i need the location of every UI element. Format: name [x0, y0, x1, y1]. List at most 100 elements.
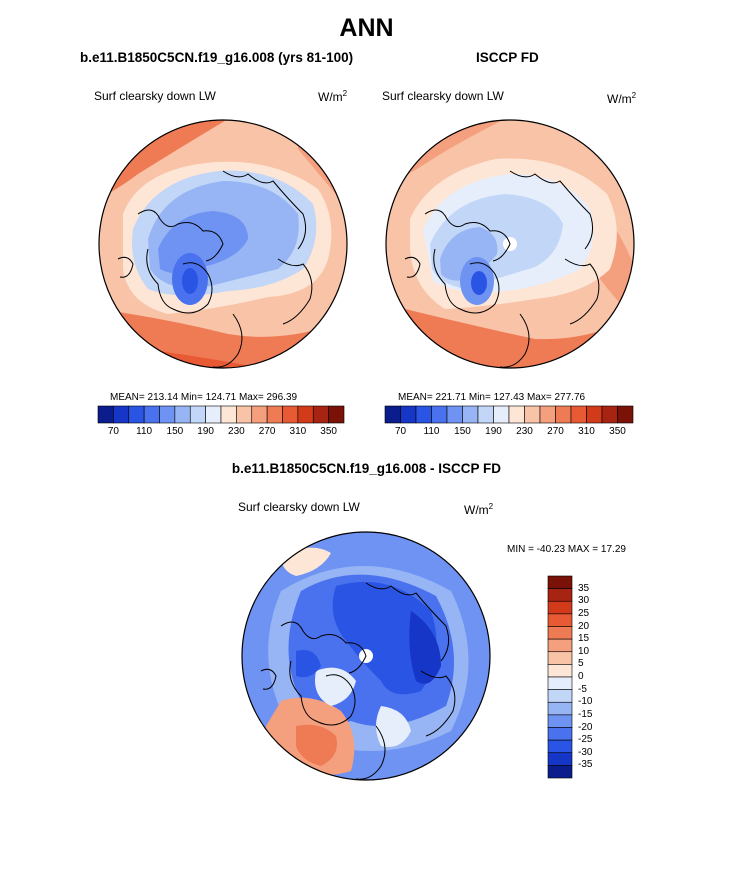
panel2-stats: MEAN= 221.71 Min= 127.43 Max= 277.76 [398, 392, 586, 403]
map3-field-negative-sw [296, 650, 321, 678]
panel3-colorbar-tick-label: 25 [578, 607, 590, 619]
panel2-colorbar-swatch [539, 405, 556, 424]
panel3-colorbar-swatch [547, 701, 573, 716]
panel1-colorbar-swatch [128, 405, 145, 424]
panel2-colorbar-swatch [384, 405, 401, 424]
panel3-colorbar-swatch [547, 638, 573, 653]
panel2-colorbar-tick-label: 350 [609, 426, 626, 437]
panel3-variable-label: Surf clearsky down LW [238, 500, 360, 514]
panel1-colorbar-swatch [220, 405, 237, 424]
panel2-colorbar-tick-label: 310 [578, 426, 595, 437]
panel3-units: W/m2 [464, 502, 494, 517]
panel2-colorbar-swatch [601, 405, 618, 424]
map3-field-warm-sw-core [296, 724, 337, 766]
panel3-colorbar-swatch [547, 727, 573, 741]
panel2-colorbar-tick-label: 70 [394, 426, 407, 437]
panel3-colorbar-swatch [547, 626, 573, 640]
panel1-colorbar-tick-label: 150 [166, 426, 184, 437]
panel1-units: W/m2 [318, 89, 348, 104]
panel3-colorbar-tick-label: -30 [578, 746, 593, 758]
panel3-colorbar-swatch [547, 575, 573, 589]
panel1-colorbar-tick-label: 110 [136, 426, 153, 437]
panel2-colorbar-swatch [508, 405, 525, 424]
map3-field-strong-negative [332, 581, 437, 695]
panel1-colorbar-swatch [251, 405, 268, 424]
panel2-colorbar: 70 110 150 190 230 270 310 350 [384, 405, 634, 437]
map2-coastlines [404, 170, 600, 368]
panel3-colorbar-tick-label: 10 [578, 645, 590, 657]
map1-coastlines [117, 170, 313, 368]
panel2-case-title: ISCCP FD [476, 50, 539, 65]
panel3-colorbar-tick-label: -20 [578, 721, 593, 733]
panel1-colorbar-swatch [113, 405, 130, 424]
panel1-colorbar-tick-label: 350 [320, 426, 337, 437]
panel3-colorbar-tick-label: 0 [578, 671, 584, 682]
panel1-colorbar-tick-label: 70 [107, 426, 119, 437]
panel2-colorbar-swatch [524, 405, 541, 424]
panel3-colorbar-swatch [547, 676, 573, 690]
panel1-variable-label: Surf clearsky down LW [94, 89, 216, 103]
panel1-stats: MEAN= 213.14 Min= 124.71 Max= 296.39 [110, 392, 298, 403]
panel1-colorbar-tick-label: 190 [197, 426, 214, 437]
panel3-colorbar-swatch [547, 664, 573, 678]
panel1-colorbar-swatches [97, 405, 345, 424]
panel1-case-title: b.e11.B1850C5CN.f19_g16.008 (yrs 81-100) [80, 50, 354, 65]
panel1-colorbar-swatch [189, 405, 206, 424]
map2-field-coldest-core [471, 271, 487, 295]
panel2-colorbar-swatch [446, 405, 463, 424]
panel1-colorbar-swatch [97, 405, 114, 424]
panel2-colorbar-swatch [415, 405, 432, 424]
panel3-colorbar-swatch [547, 600, 573, 615]
panel1-colorbar-swatch [159, 405, 176, 424]
panel3-colorbar-swatch [547, 739, 573, 754]
page-title: ANN [339, 14, 394, 42]
panel3-colorbar: -35 -30 -25 -20 -15 -10 -5 0 5 10 15 20 25 30 35 [547, 575, 608, 779]
panel3-colorbar-tick-label: -10 [578, 696, 593, 708]
panel1-colorbar: 70 110 150 190 230 270 310 350 [97, 405, 345, 437]
panel1-colorbar-tick-label: 230 [228, 426, 245, 437]
panel3-case-title: b.e11.B1850C5CN.f19_g16.008 - ISCCP FD [231, 461, 502, 476]
panel2-units: W/m2 [607, 91, 637, 106]
panel3-colorbar-swatch [547, 689, 573, 703]
map3-coastlines [260, 582, 456, 780]
panel3-colorbar-tick-label: 30 [578, 595, 590, 607]
panel2-colorbar-swatch [555, 405, 572, 424]
panel3-colorbar-swatch [547, 752, 573, 766]
panel1-colorbar-swatch [297, 405, 314, 424]
panel2-colorbar-swatch [570, 405, 587, 424]
panel1-colorbar-swatch [266, 405, 283, 424]
panel2-variable-label: Surf clearsky down LW [382, 89, 504, 103]
panel3-colorbar-swatch [547, 765, 573, 779]
panel1-colorbar-swatch [282, 405, 299, 424]
panel3-colorbar-swatch [547, 613, 573, 627]
panel1-polar-map [98, 119, 348, 369]
panel3-colorbar-swatch [547, 651, 573, 665]
panel2-polar-map [385, 119, 635, 369]
panel3-colorbar-tick-label: 5 [578, 658, 584, 670]
panel2-colorbar-swatch [586, 405, 603, 424]
panel1-colorbar-swatch [143, 405, 160, 424]
panel3-colorbar-swatches [547, 575, 573, 779]
panel2-colorbar-tick-label: 230 [516, 426, 533, 437]
panel3-colorbar-tick-label: -25 [578, 734, 593, 746]
panel2-colorbar-swatch [617, 405, 634, 424]
map3-field-positive-patch [315, 667, 356, 706]
panel3-colorbar-tick-label: 35 [578, 582, 590, 594]
panel1-colorbar-tick-label: 310 [289, 426, 307, 437]
panel2-colorbar-swatch [400, 405, 417, 424]
panel3-colorbar-tick-label: 20 [578, 620, 590, 632]
map3-field-very-negative [409, 611, 441, 684]
panel1-colorbar-swatch [312, 405, 329, 424]
panel2-colorbar-swatches [384, 405, 634, 424]
panel3-colorbar-tick-label: -15 [578, 708, 593, 720]
panel2-colorbar-tick-label: 110 [423, 426, 440, 437]
panel2-colorbar-swatch [431, 405, 448, 424]
panel1-colorbar-swatch [174, 405, 191, 424]
panel2-colorbar-tick-label: 270 [547, 426, 564, 437]
panel2-colorbar-tick-label: 150 [454, 426, 471, 437]
panel2-colorbar-swatch [462, 405, 479, 424]
panel3-colorbar-tick-label: 15 [578, 633, 590, 645]
panel1-colorbar-tick-label: 270 [258, 426, 276, 437]
panel1-colorbar-swatch [236, 405, 253, 424]
panel2-colorbar-tick-label: 190 [485, 426, 502, 437]
